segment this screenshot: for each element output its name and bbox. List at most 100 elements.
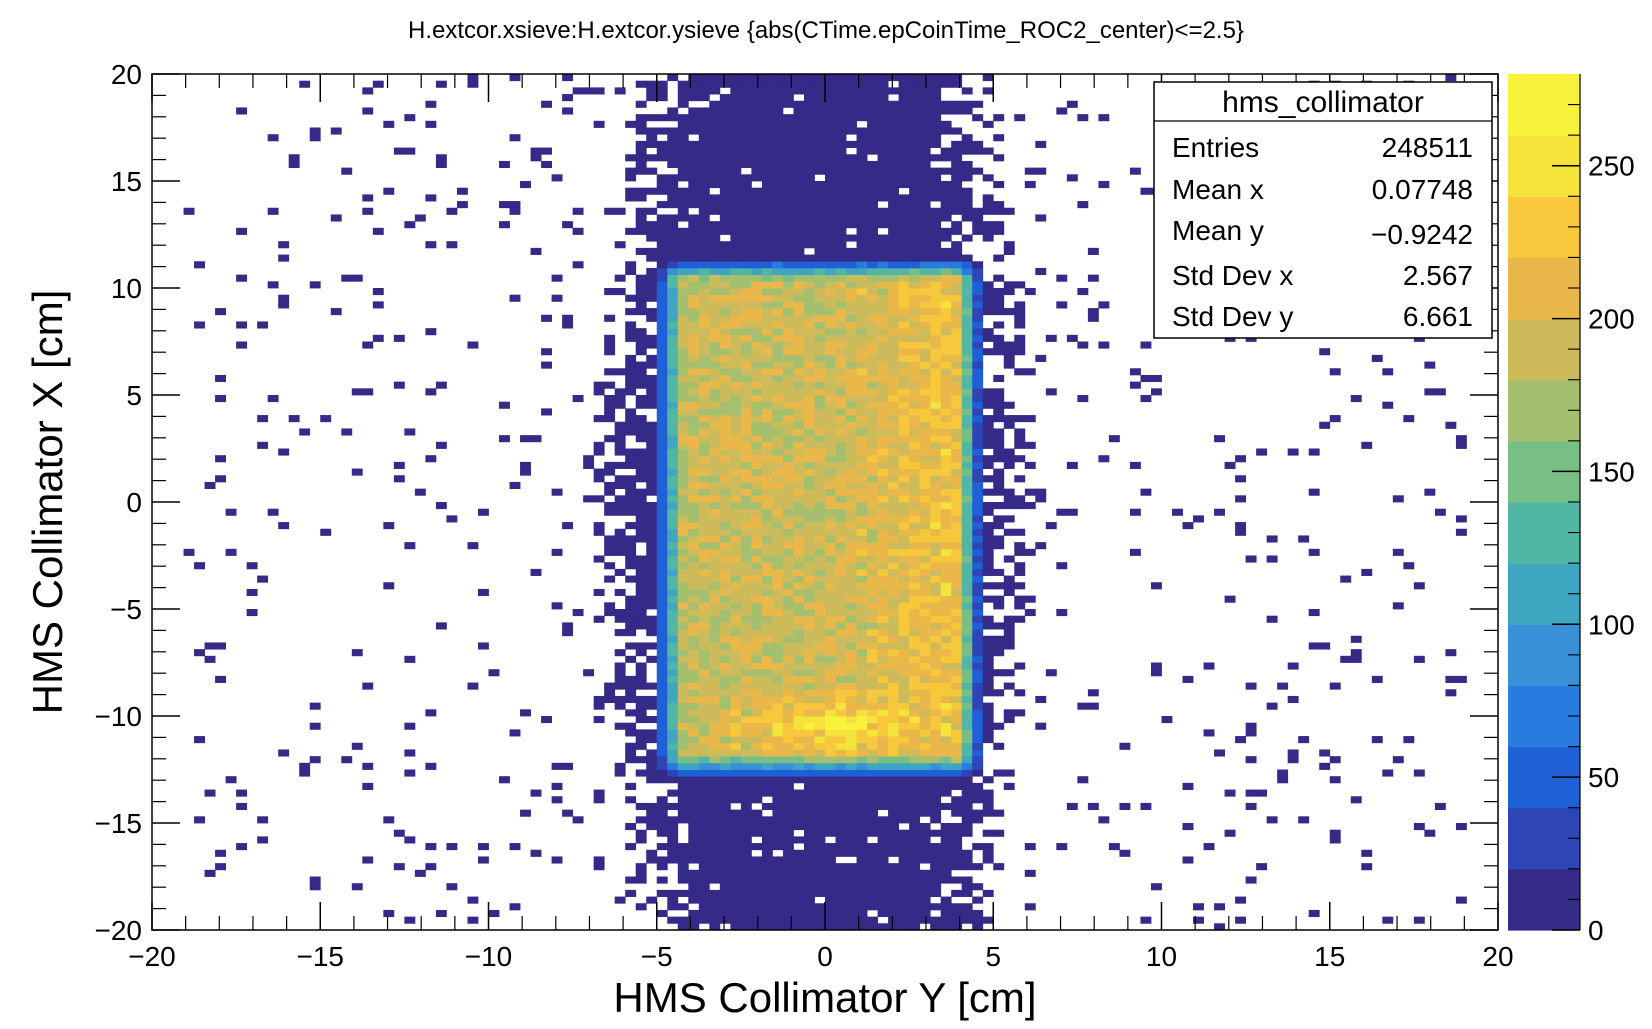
heatmap-cell [531, 248, 542, 255]
heatmap-cell [646, 475, 657, 482]
heatmap-cell [1330, 836, 1341, 843]
heatmap-cell [825, 455, 836, 462]
heatmap-cell [941, 255, 952, 262]
heatmap-cell [636, 382, 647, 389]
heatmap-cell [772, 917, 783, 924]
heatmap-cell [857, 255, 868, 262]
heatmap-cell [741, 134, 752, 141]
heatmap-cell [825, 763, 836, 770]
heatmap-cell [909, 676, 920, 683]
heatmap-cell [878, 81, 889, 88]
heatmap-cell [909, 375, 920, 382]
heatmap-cell [888, 616, 899, 623]
heatmap-cell [930, 642, 941, 649]
heatmap-cell [678, 515, 689, 522]
heatmap-cell [772, 235, 783, 242]
heatmap-cell [899, 301, 910, 308]
heatmap-cell [688, 261, 699, 268]
heatmap-cell [972, 723, 983, 730]
heatmap-cell [667, 362, 678, 369]
heatmap-cell [846, 763, 857, 770]
heatmap-cell [510, 134, 521, 141]
heatmap-cell [878, 703, 889, 710]
heatmap-cell [920, 462, 931, 469]
heatmap-cell [793, 101, 804, 108]
heatmap-cell [688, 830, 699, 837]
heatmap-cell [972, 642, 983, 649]
heatmap-cell [709, 609, 720, 616]
heatmap-cell [699, 676, 710, 683]
heatmap-cell [646, 703, 657, 710]
heatmap-cell [341, 275, 352, 282]
heatmap-cell [678, 335, 689, 342]
heatmap-cell [899, 261, 910, 268]
heatmap-cell [941, 522, 952, 529]
heatmap-cell [772, 877, 783, 884]
heatmap-cell [657, 495, 668, 502]
heatmap-cell [236, 275, 247, 282]
heatmap-cell [836, 863, 847, 870]
heatmap-cell [657, 569, 668, 576]
heatmap-cell [836, 442, 847, 449]
heatmap-cell [846, 208, 857, 215]
heatmap-cell [825, 602, 836, 609]
heatmap-cell [899, 589, 910, 596]
heatmap-cell [888, 288, 899, 295]
heatmap-cell [793, 355, 804, 362]
heatmap-cell [741, 796, 752, 803]
heatmap-cell [909, 515, 920, 522]
heatmap-cell [804, 241, 815, 248]
heatmap-cell [930, 689, 941, 696]
heatmap-cell [825, 535, 836, 542]
heatmap-cell [1056, 107, 1067, 114]
heatmap-cell [278, 449, 289, 456]
heatmap-cell [983, 810, 994, 817]
heatmap-cell [793, 469, 804, 476]
heatmap-cell [836, 221, 847, 228]
heatmap-cell [867, 810, 878, 817]
heatmap-cell [983, 723, 994, 730]
heatmap-cell [793, 602, 804, 609]
heatmap-cell [625, 509, 636, 516]
heatmap-cell [436, 502, 447, 509]
heatmap-cell [667, 114, 678, 121]
heatmap-cell [310, 883, 321, 890]
heatmap-cell [783, 676, 794, 683]
heatmap-cell [646, 850, 657, 857]
heatmap-cell [772, 716, 783, 723]
heatmap-cell [867, 803, 878, 810]
heatmap-cell [1361, 850, 1372, 857]
heatmap-cell [762, 890, 773, 897]
heatmap-cell [762, 723, 773, 730]
heatmap-cell [646, 515, 657, 522]
heatmap-cell [804, 589, 815, 596]
heatmap-cell [762, 408, 773, 415]
heatmap-cell [941, 495, 952, 502]
heatmap-cell [962, 656, 973, 663]
heatmap-cell [720, 796, 731, 803]
heatmap-cell [962, 863, 973, 870]
heatmap-cell [310, 703, 321, 710]
heatmap-cell [825, 569, 836, 576]
heatmap-cell [846, 689, 857, 696]
heatmap-cell [699, 107, 710, 114]
heatmap-cell [352, 469, 363, 476]
heatmap-cell [720, 268, 731, 275]
heatmap-cell [688, 696, 699, 703]
heatmap-cell [688, 816, 699, 823]
heatmap-cell [867, 114, 878, 121]
heatmap-cell [972, 602, 983, 609]
heatmap-cell [751, 395, 762, 402]
heatmap-cell [667, 703, 678, 710]
heatmap-cell [741, 783, 752, 790]
heatmap-cell [962, 642, 973, 649]
heatmap-cell [688, 636, 699, 643]
heatmap-cell [899, 856, 910, 863]
heatmap-cell [804, 228, 815, 235]
heatmap-cell [972, 663, 983, 670]
heatmap-cell [772, 602, 783, 609]
heatmap-cell [804, 729, 815, 736]
heatmap-cell [846, 676, 857, 683]
heatmap-cell [1014, 582, 1025, 589]
heatmap-cell [846, 642, 857, 649]
